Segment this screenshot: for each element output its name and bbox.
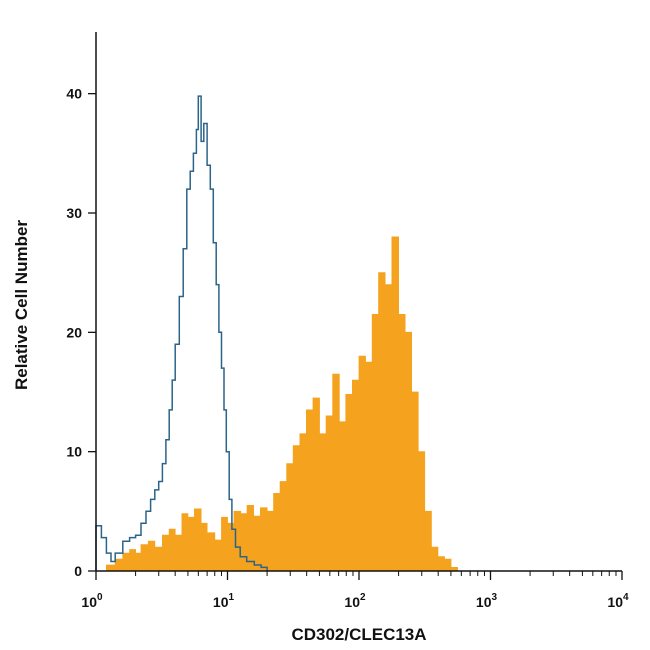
x-tick-exponent: 4 [623, 592, 629, 603]
x-tick-exponent: 1 [229, 592, 235, 603]
x-tick-label: 101 [213, 592, 235, 610]
y-tick-label: 40 [66, 86, 82, 102]
x-tick-label: 100 [81, 592, 103, 610]
y-tick-label: 30 [66, 205, 82, 221]
y-tick-label: 20 [66, 324, 82, 340]
histogram-outline-series-1 [95, 95, 268, 571]
y-tick-label: 10 [66, 444, 82, 460]
y-axis-title: Relative Cell Number [12, 220, 31, 390]
histogram-filled-series-0 [96, 236, 458, 572]
x-tick-exponent: 0 [97, 592, 103, 603]
x-ticks-group: 100 101 102 103 104 [81, 571, 629, 610]
x-tick-label: 104 [607, 592, 629, 610]
y-ticks-group: 0 10 20 30 40 [66, 86, 96, 579]
y-tick-label: 0 [74, 563, 82, 579]
x-tick-exponent: 3 [492, 592, 498, 603]
plot-series-group [95, 95, 458, 572]
x-tick-label: 102 [344, 592, 366, 610]
x-tick-label: 103 [476, 592, 498, 610]
x-tick-exponent: 2 [360, 592, 366, 603]
x-axis-title: CD302/CLEC13A [291, 625, 426, 644]
